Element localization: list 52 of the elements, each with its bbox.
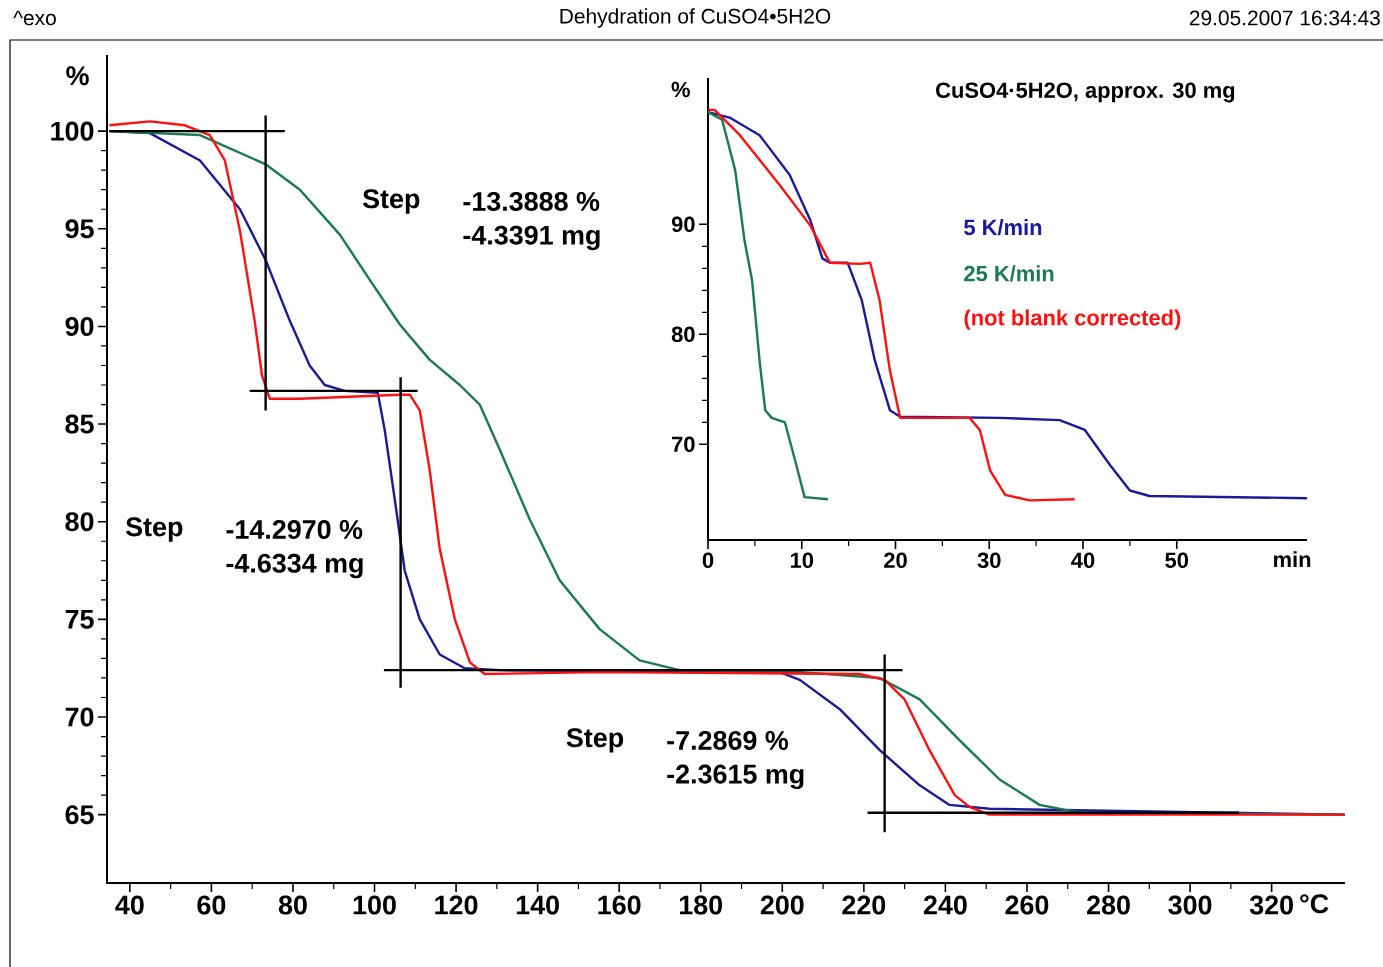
y-tick-label: 70 <box>672 436 695 453</box>
y-axis-title: % <box>66 66 89 86</box>
text: (not blank corrected) <box>964 309 1181 330</box>
annotation: -13.3888 % <box>463 191 600 211</box>
x-tick-label: 40 <box>115 895 144 915</box>
x-tick-label: 260 <box>1005 895 1049 915</box>
x-tick-label: 120 <box>435 895 478 915</box>
annotation: -2.3615 mg <box>667 764 804 790</box>
y-tick-label: 90 <box>65 316 94 336</box>
x-tick-label: 200 <box>760 895 804 915</box>
y-tick-label: 100 <box>51 121 94 141</box>
annotation: Step <box>566 728 624 753</box>
x-tick-label: 240 <box>923 895 967 915</box>
x-tick-label: 50 <box>1165 552 1189 569</box>
text: 29.05.2007 16:34:43 <box>1189 10 1380 26</box>
y-tick-label: 75 <box>65 609 94 629</box>
x-tick-label: 180 <box>679 895 723 915</box>
x-tick-label: 30 <box>977 552 1001 569</box>
y-tick-label: 90 <box>671 216 695 233</box>
x-tick-label: 20 <box>884 552 907 569</box>
annotation: Step <box>125 517 183 542</box>
y-tick-label: 80 <box>65 512 94 532</box>
y-tick-label: 80 <box>671 326 695 343</box>
x-tick-label: 300 <box>1168 895 1212 915</box>
x-axis-title: °C <box>1300 894 1329 914</box>
x-tick-label: 100 <box>353 895 396 915</box>
x-tick-label: 40 <box>1071 552 1095 569</box>
text: ^exo <box>13 10 56 26</box>
x-tick-label: 280 <box>1087 895 1130 915</box>
x-tick-label: 60 <box>197 895 226 915</box>
annotation: -7.2869 % <box>667 730 789 750</box>
x-tick-label: 160 <box>598 895 641 915</box>
text: 25 K/min <box>964 265 1054 282</box>
x-axis-title: min <box>1274 551 1311 568</box>
annotation: -14.2970 % <box>226 520 363 540</box>
x-tick-label: 320 <box>1249 895 1293 915</box>
y-axis-title: % <box>671 81 690 98</box>
annotation: -4.6334 mg <box>226 553 363 579</box>
y-tick-label: 70 <box>65 707 94 727</box>
x-tick-label: 80 <box>278 895 307 915</box>
text: 5 K/min <box>964 219 1042 236</box>
annotation: Step <box>362 189 420 214</box>
chart-title: CuSO4·5H2O, approx. 30 mg <box>936 82 1235 103</box>
y-tick-label: 85 <box>65 414 94 434</box>
x-tick-label: 0 <box>702 552 714 569</box>
y-tick-label: 95 <box>65 219 94 239</box>
x-tick-label: 10 <box>790 552 814 569</box>
chart-title: Dehydration of CuSO4•5H2O <box>560 8 831 28</box>
x-tick-label: 140 <box>516 895 559 915</box>
y-tick-label: 65 <box>65 805 94 825</box>
annotation: -4.3391 mg <box>463 225 600 251</box>
x-tick-label: 220 <box>842 895 886 915</box>
